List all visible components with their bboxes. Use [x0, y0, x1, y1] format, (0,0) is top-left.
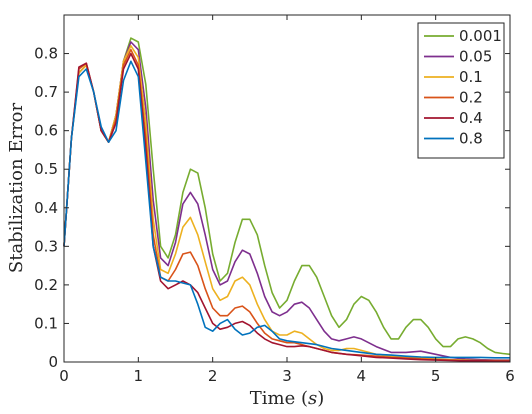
x-tick-label: 6 [505, 367, 515, 385]
x-axis-title: Time (s) [250, 388, 325, 409]
series-line-0.001 [63, 37, 511, 356]
series-layer [63, 37, 511, 363]
x-tick-label: 4 [357, 367, 367, 385]
x-tick-label: 2 [208, 367, 218, 385]
ticks-layer: 0 1 2 3 4 5 6 0 0.1 0.2 0.3 0.4 0.5 0.6 0.7 0.8 [34, 15, 515, 385]
legend-label: 0.2 [459, 89, 483, 107]
x-tick-label: 1 [134, 367, 144, 385]
x-tick-label: 0 [59, 367, 69, 385]
legend-label: 0.8 [459, 130, 483, 148]
legend-label: 0.001 [459, 27, 502, 45]
y-tick-label: 0.5 [34, 160, 58, 178]
legend-label: 0.05 [459, 48, 492, 66]
legend-label: 0.1 [459, 68, 483, 86]
y-tick-label: 0.1 [34, 314, 58, 332]
legend-label: 0.4 [459, 109, 483, 127]
y-tick-label: 0 [48, 353, 58, 371]
y-tick-label: 0.7 [34, 83, 58, 101]
legend-box [417, 22, 505, 159]
x-tick-label: 3 [282, 367, 292, 385]
y-tick-label: 0.6 [34, 122, 58, 140]
x-tick-label: 5 [431, 367, 441, 385]
series-line-0.4 [63, 52, 510, 363]
y-tick-label: 0.4 [34, 199, 58, 217]
y-axis-title: Stabilization Error [6, 102, 27, 273]
y-tick-label: 0.3 [34, 237, 58, 255]
legend: 0.001 0.05 0.1 0.2 0.4 0.8 [417, 22, 505, 159]
y-tick-label: 0.8 [34, 45, 58, 63]
series-line-0.8 [63, 60, 510, 359]
y-tick-label: 0.2 [34, 276, 58, 294]
